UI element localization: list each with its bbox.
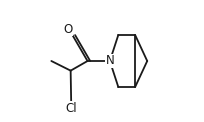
- Text: O: O: [63, 23, 72, 36]
- Text: N: N: [105, 55, 114, 67]
- Text: Cl: Cl: [66, 102, 78, 115]
